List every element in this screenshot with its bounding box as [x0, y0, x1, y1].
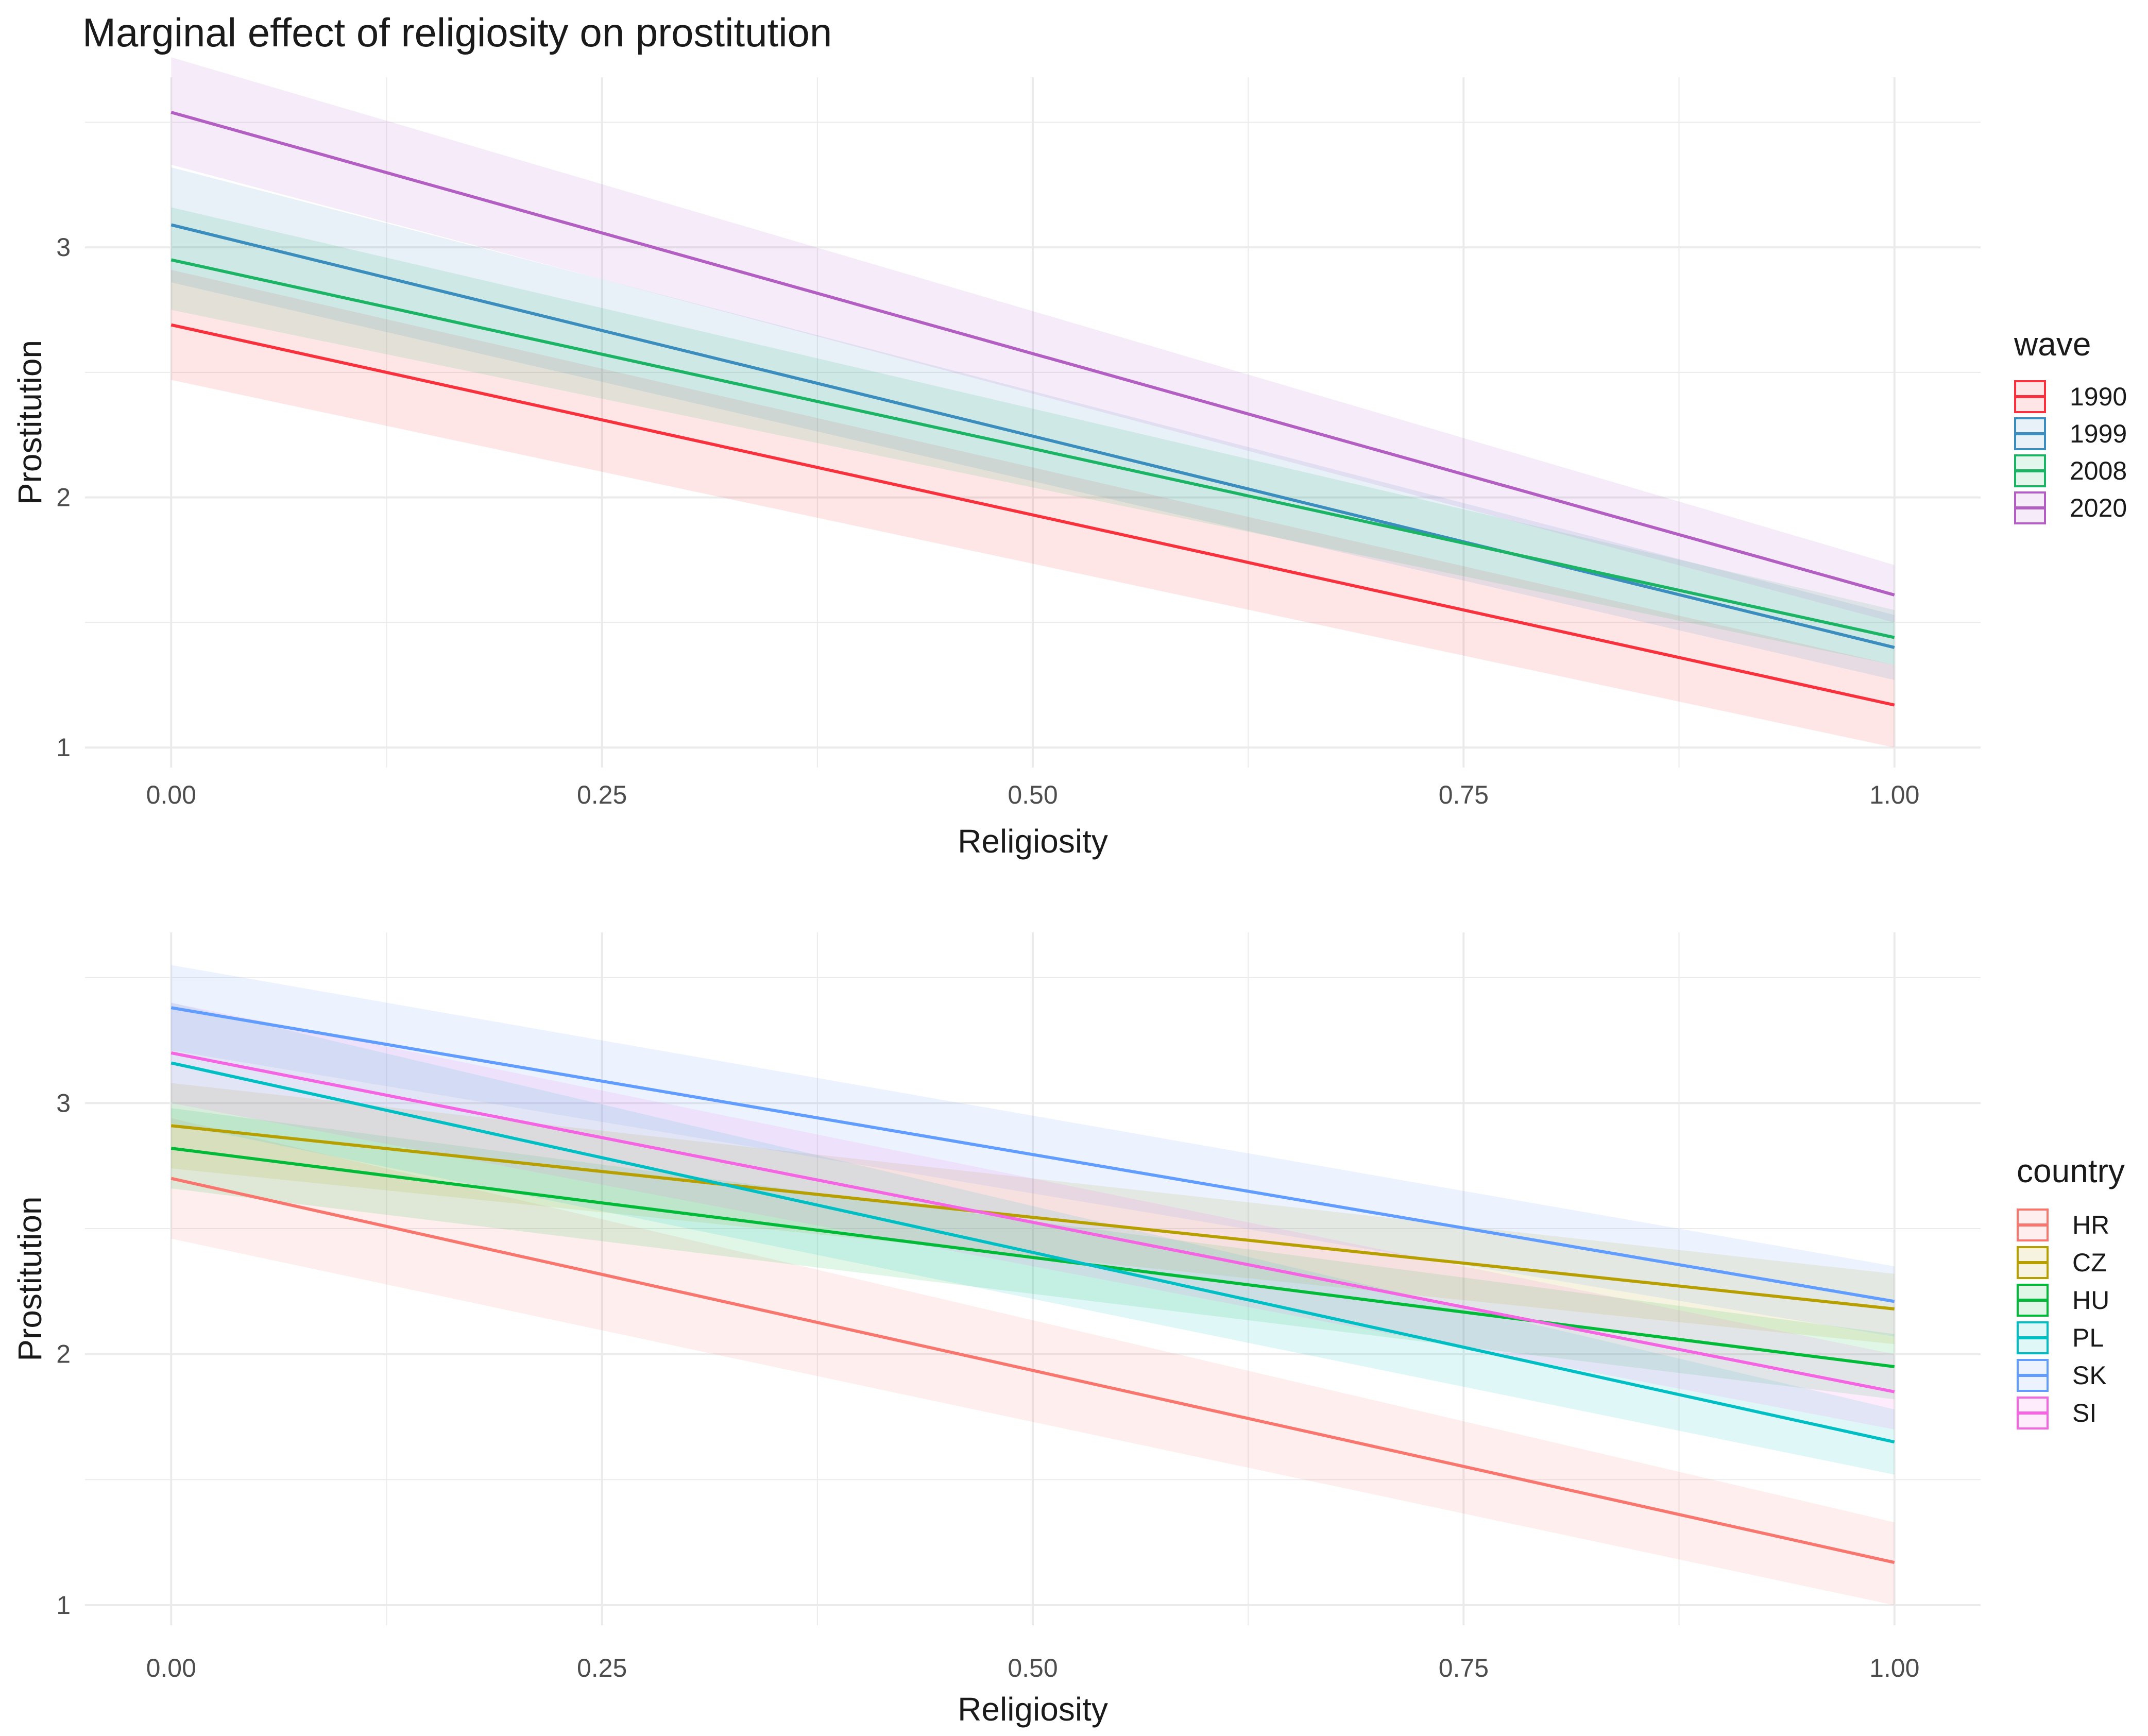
legend-label: PL [2072, 1323, 2104, 1352]
series-line-HR [171, 1177, 1895, 1564]
ci-ribbon-PL [171, 1002, 1895, 1475]
ci-ribbon-HR [171, 1118, 1895, 1606]
series-line-SI [171, 1051, 1895, 1393]
legend-label: 1999 [2070, 419, 2127, 448]
x-axis-title: Religiosity [958, 1691, 1108, 1728]
y-tick-label: 3 [56, 1088, 71, 1117]
ci-ribbon-2020 [171, 57, 1895, 623]
series-line-HU [171, 1147, 1895, 1369]
ci-ribbon-CZ [171, 1083, 1895, 1344]
x-tick-label: 0.75 [1439, 780, 1489, 809]
y-tick-label: 3 [56, 233, 71, 262]
series-line-PL [171, 1061, 1895, 1444]
legend-label: SK [2072, 1361, 2107, 1390]
x-tick-label: 0.00 [146, 1654, 196, 1682]
series-line-1999 [171, 223, 1895, 649]
wave-chart: 0.00 0.25 0.50 0.75 1.00 1 2 3 Religiosity Prosti… [11, 57, 2127, 860]
y-axis-title: Prostitution [11, 1196, 48, 1361]
y-tick-label: 2 [56, 483, 71, 512]
legend-title: country [2017, 1152, 2125, 1189]
series-line-2008 [171, 258, 1895, 639]
legend-label: HR [2072, 1211, 2109, 1239]
legend-label: 2020 [2070, 493, 2127, 522]
legend-label: HU [2072, 1286, 2109, 1315]
x-tick-label: 0.75 [1439, 1654, 1489, 1682]
y-tick-label: 1 [56, 1591, 71, 1620]
chart-title: Marginal effect of religiosity on prosti… [82, 10, 832, 55]
x-tick-label: 1.00 [1869, 780, 1919, 809]
x-tick-label: 0.50 [1008, 1654, 1058, 1682]
ci-ribbon-SK [171, 965, 1895, 1337]
y-tick-label: 2 [56, 1340, 71, 1369]
x-tick-label: 0.50 [1008, 780, 1058, 809]
x-tick-label: 0.25 [577, 1654, 627, 1682]
series-line-2020 [171, 111, 1895, 597]
ci-ribbon-1999 [171, 167, 1895, 680]
y-tick-label: 1 [56, 733, 71, 762]
series-line-CZ [171, 1124, 1895, 1310]
x-axis-title: Religiosity [958, 823, 1108, 860]
series-line-1990 [171, 323, 1895, 707]
ci-ribbon-1990 [171, 269, 1895, 748]
x-tick-label: 0.00 [146, 780, 196, 809]
legend-label: 1990 [2070, 382, 2127, 411]
legend-label: 2008 [2070, 456, 2127, 485]
x-tick-label: 0.25 [577, 780, 627, 809]
legend-label: CZ [2072, 1248, 2107, 1277]
legend-title: wave [2014, 326, 2091, 363]
x-tick-label: 1.00 [1869, 1654, 1919, 1682]
y-axis-title: Prostitution [11, 340, 48, 505]
series-line-SK [171, 1006, 1895, 1303]
country-chart: 0.00 0.25 0.50 0.75 1.00 1 2 3 Religiosity Prosti… [11, 932, 2125, 1728]
legend-label: SI [2072, 1399, 2096, 1427]
